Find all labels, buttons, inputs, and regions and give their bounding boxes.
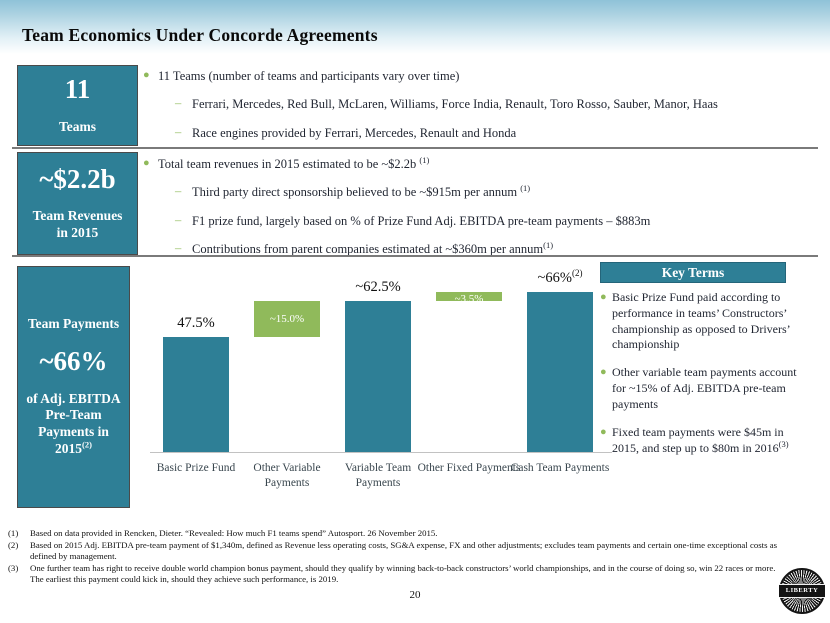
sub-bullet-item: – Third party direct sponsorship believe… xyxy=(175,184,825,200)
bullet-item: ● 11 Teams (number of teams and particip… xyxy=(143,68,825,84)
stat-revenues-value: ~$2.2b xyxy=(39,163,116,194)
key-terms-item: ● Fixed team payments were $45m in 2015,… xyxy=(600,425,808,457)
footnote-text: One further team has right to receive do… xyxy=(30,562,776,585)
footnotes: (1) Based on data provided in Rencken, D… xyxy=(8,528,784,586)
stat-revenues-label-line1: Team Revenues xyxy=(32,208,123,224)
chart-bar-other-variable-payments xyxy=(254,300,320,338)
chart-bar-value-label: ~66%(2) xyxy=(537,268,583,287)
footnote-text: Based on 2015 Adj. EBITDA pre-team payme… xyxy=(30,539,778,562)
footnote: (3) One further team has right to receiv… xyxy=(8,563,784,586)
stat-box-payments: Team Payments ~66% of Adj. EBITDA Pre-Te… xyxy=(17,266,130,508)
bullet-dot-icon: ● xyxy=(600,425,607,438)
dash-bullet-icon: – xyxy=(175,212,182,227)
waterfall-chart: 47.5% ~15.0% ~62.5% ~3.5% ~66%(2) Basic Priz… xyxy=(150,265,615,515)
stat-revenues-label-line2: in 2015 xyxy=(56,225,99,241)
sub-bullet-item: – Race engines provided by Ferrari, Merc… xyxy=(175,125,825,141)
stat-teams-label: Teams xyxy=(58,118,96,134)
chart-bar-variable-team-payments xyxy=(345,300,411,452)
section-revenues-bullets: ● Total team revenues in 2015 estimated … xyxy=(143,156,825,269)
chart-category-label: Cash Team Payments xyxy=(510,462,610,474)
chart-bar-value-label: 47.5% xyxy=(177,315,215,332)
key-terms-list: ● Basic Prize Fund paid according to per… xyxy=(600,290,808,468)
chart-category-label: Other Variable Payments xyxy=(253,462,321,489)
chart-category-label: Basic Prize Fund xyxy=(156,462,236,474)
bullet-dot-icon: ● xyxy=(600,291,607,303)
section-divider xyxy=(12,147,818,149)
bullet-text: 11 Teams (number of teams and participan… xyxy=(158,69,460,83)
sub-bullet-item: – Contributions from parent companies es… xyxy=(175,239,825,257)
chart-category-label: Other Fixed Payments xyxy=(417,462,521,474)
sub-bullet-text: Race engines provided by Ferrari, Merced… xyxy=(192,125,517,140)
sub-bullet-item: – Ferrari, Mercedes, Red Bull, McLaren, … xyxy=(175,96,825,112)
liberty-logo-text: LIBERTY xyxy=(779,584,825,598)
liberty-logo: LIBERTY xyxy=(779,568,825,614)
chart-bar-value-label: ~3.5% xyxy=(454,293,484,306)
footnote-text: Based on data provided in Rencken, Diete… xyxy=(30,528,438,538)
footnote: (1) Based on data provided in Rencken, D… xyxy=(8,528,784,540)
stat-box-revenues: ~$2.2b Team Revenues in 2015 xyxy=(17,152,138,255)
key-terms-text: Fixed team payments were $45m in 2015, a… xyxy=(612,424,789,455)
stat-payments-value: ~66% xyxy=(39,345,108,376)
sub-bullet-text: Ferrari, Mercedes, Red Bull, McLaren, Wi… xyxy=(192,97,718,112)
dash-bullet-icon: – xyxy=(175,124,182,139)
bullet-dot-icon: ● xyxy=(143,157,150,169)
dash-bullet-icon: – xyxy=(175,96,182,111)
key-terms-text: Other variable team payments account for… xyxy=(612,365,797,411)
key-terms-item: ● Other variable team payments account f… xyxy=(600,365,808,412)
chart-bar-value-label: ~15.0% xyxy=(269,312,305,325)
sub-bullet-text: F1 prize fund, largely based on % of Pri… xyxy=(192,213,651,228)
footnote-number: (2) xyxy=(8,539,19,550)
dash-bullet-icon: – xyxy=(175,184,182,199)
stat-box-teams: 11 Teams xyxy=(17,65,138,146)
header-gradient xyxy=(0,0,830,54)
section-teams-bullets: ● 11 Teams (number of teams and particip… xyxy=(143,68,825,153)
chart-bar-value-label: ~62.5% xyxy=(355,278,401,295)
stat-teams-value: 11 xyxy=(64,74,91,105)
key-terms-header: Key Terms xyxy=(600,262,786,283)
sub-bullet-item: – F1 prize fund, largely based on % of P… xyxy=(175,213,825,229)
stat-payments-top-label: Team Payments xyxy=(27,315,120,331)
dash-bullet-icon: – xyxy=(175,240,182,255)
footnote-number: (3) xyxy=(8,562,19,573)
chart-plot-area: 47.5% ~15.0% ~62.5% ~3.5% ~66%(2) xyxy=(150,265,612,452)
chart-x-axis xyxy=(150,452,612,453)
sub-bullet-text: Third party direct sponsorship believed … xyxy=(192,183,531,200)
bullet-dot-icon: ● xyxy=(143,69,150,81)
sub-bullet-text: Contributions from parent companies esti… xyxy=(192,239,554,256)
footnote-number: (1) xyxy=(8,528,19,538)
chart-bar-basic-prize-fund xyxy=(163,337,229,452)
page-number: 20 xyxy=(409,589,421,601)
bullet-text: Total team revenues in 2015 estimated to… xyxy=(158,154,430,171)
chart-bar-other-fixed-payments xyxy=(436,292,502,301)
section-divider xyxy=(12,255,818,257)
footnote: (2) Based on 2015 Adj. EBITDA pre-team p… xyxy=(8,540,784,563)
bullet-dot-icon: ● xyxy=(600,366,607,379)
chart-category-label: Variable Team Payments xyxy=(344,462,412,489)
page-title: Team Economics Under Concorde Agreements xyxy=(22,25,378,45)
key-terms-text: Basic Prize Fund paid according to perfo… xyxy=(612,290,790,352)
key-terms-item: ● Basic Prize Fund paid according to per… xyxy=(600,290,808,353)
stat-payments-bottom-label: of Adj. EBITDA Pre-Team Payments in 2015… xyxy=(26,390,121,457)
chart-bar-cash-team-payments xyxy=(527,292,593,452)
bullet-item: ● Total team revenues in 2015 estimated … xyxy=(143,156,825,172)
